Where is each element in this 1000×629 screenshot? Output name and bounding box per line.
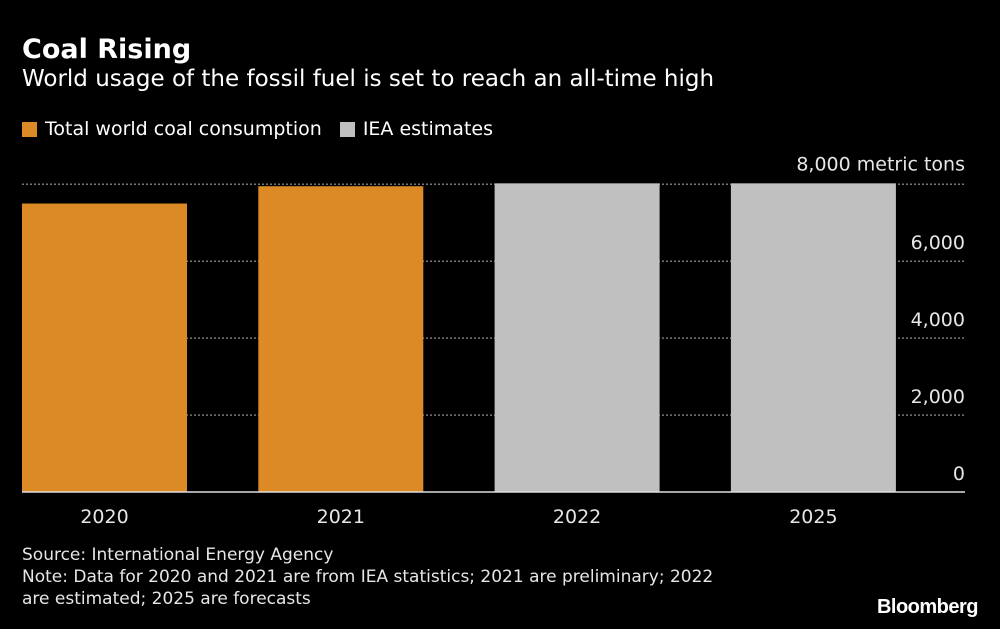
x-tick-label: 2022 xyxy=(553,506,601,528)
legend: Total world coal consumption IEA estimat… xyxy=(22,118,511,140)
legend-item-estimates: IEA estimates xyxy=(339,118,493,140)
chart-subtitle: World usage of the fossil fuel is set to… xyxy=(22,66,715,92)
x-tick-label: 2025 xyxy=(789,506,837,528)
legend-item-consumption: Total world coal consumption xyxy=(22,118,322,140)
bloomberg-logo: Bloomberg xyxy=(876,596,979,618)
y-tick-label: 2,000 xyxy=(911,386,965,408)
chart-title: Coal Rising xyxy=(22,34,192,65)
y-tick-label: 8,000 metric tons xyxy=(796,153,965,175)
legend-swatch xyxy=(339,121,355,137)
bar-2025 xyxy=(730,183,896,492)
y-tick-label: 4,000 xyxy=(911,309,965,331)
legend-label: IEA estimates xyxy=(362,118,493,140)
note-text-2: are estimated; 2025 are forecasts xyxy=(22,589,311,609)
footer: Source: International Energy Agency Note… xyxy=(22,544,713,610)
legend-label: Total world coal consumption xyxy=(45,118,322,140)
y-tick-label: 0 xyxy=(953,463,965,485)
bar-2022 xyxy=(494,183,660,492)
bar-2020 xyxy=(22,203,187,492)
source-text: Source: International Energy Agency xyxy=(22,545,334,565)
note-text-1: Note: Data for 2020 and 2021 are from IE… xyxy=(22,567,714,587)
y-tick-label: 6,000 xyxy=(911,232,965,254)
legend-swatch xyxy=(22,121,37,137)
bar-2021 xyxy=(258,186,424,492)
x-tick-label: 2020 xyxy=(80,506,128,528)
x-tick-label: 2021 xyxy=(317,506,365,528)
